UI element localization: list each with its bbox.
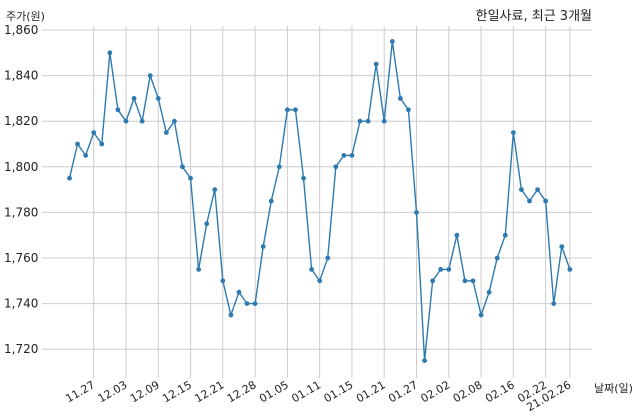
- y-tick-label: 1,720: [4, 342, 38, 356]
- data-point: [155, 96, 161, 101]
- data-point: [196, 267, 202, 272]
- x-tick-label: 12.21: [193, 378, 227, 405]
- data-point: [309, 267, 314, 272]
- data-point: [244, 301, 250, 306]
- y-tick-label: 1,860: [4, 23, 38, 37]
- data-point: [131, 96, 137, 101]
- data-point: [180, 164, 185, 170]
- data-point: [502, 232, 508, 238]
- data-point: [83, 153, 89, 158]
- data-point: [172, 118, 177, 124]
- data-point: [510, 130, 516, 136]
- y-tick-label: 1,760: [4, 251, 38, 265]
- data-point: [486, 289, 492, 295]
- data-point: [147, 73, 153, 78]
- data-point: [446, 267, 452, 272]
- data-point: [422, 358, 427, 363]
- data-point: [567, 267, 573, 272]
- x-tick-label: 01.05: [257, 378, 291, 405]
- y-tick-label: 1,740: [4, 297, 38, 311]
- data-point: [414, 210, 419, 215]
- x-ticks: 11.2712.0312.0912.1512.2112.2801.0501.11…: [63, 378, 573, 414]
- data-point: [293, 107, 298, 113]
- data-point: [454, 232, 460, 238]
- data-point: [268, 198, 274, 204]
- data-point: [397, 96, 403, 101]
- x-tick-label: 12.15: [160, 378, 194, 405]
- data-point: [551, 301, 557, 306]
- data-point: [543, 198, 549, 204]
- data-point: [163, 130, 169, 136]
- x-tick-label: 02.16: [483, 378, 517, 405]
- x-tick-label: 01.21: [354, 378, 388, 405]
- chart-title: 한일사료, 최근 3개월: [476, 9, 592, 24]
- x-axis-label: 날짜(일): [594, 381, 633, 395]
- data-point: [519, 187, 524, 193]
- x-tick-label: 01.15: [322, 378, 356, 405]
- data-point: [333, 164, 339, 170]
- data-point: [212, 187, 218, 193]
- x-tick-label: 02.08: [451, 378, 485, 405]
- data-point: [115, 107, 121, 113]
- x-tick-label: 02.02: [419, 378, 453, 405]
- data-point: [301, 175, 306, 181]
- data-point: [260, 244, 266, 250]
- data-point: [99, 141, 105, 147]
- y-tick-label: 1,820: [4, 114, 38, 128]
- data-point: [462, 278, 468, 284]
- data-point: [188, 175, 193, 181]
- y-tick-label: 1,800: [4, 160, 38, 174]
- data-point: [357, 118, 363, 124]
- data-point: [373, 61, 379, 67]
- x-tick-label: 12.28: [225, 378, 259, 405]
- data-point: [494, 255, 500, 261]
- data-point: [559, 244, 565, 250]
- data-point: [438, 267, 444, 272]
- grid: [42, 26, 592, 378]
- series-layer: [67, 39, 573, 363]
- data-point: [349, 153, 355, 158]
- x-tick-label: 01.11: [289, 378, 323, 405]
- data-point: [75, 141, 80, 147]
- data-point: [220, 278, 226, 284]
- data-point: [139, 118, 145, 124]
- data-point: [236, 289, 242, 295]
- data-point: [284, 107, 290, 113]
- data-point: [317, 278, 323, 284]
- y-axis-label: 주가(원): [6, 10, 45, 23]
- data-point: [535, 187, 540, 193]
- y-tick-label: 1,840: [4, 69, 38, 83]
- data-point: [252, 301, 258, 306]
- x-tick-label: 11.27: [63, 378, 97, 405]
- data-point: [325, 255, 331, 261]
- data-point: [365, 118, 371, 124]
- x-tick-label: 12.03: [96, 378, 130, 405]
- data-point: [276, 164, 282, 170]
- data-point: [91, 130, 97, 136]
- data-point: [67, 175, 72, 181]
- x-tick-label: 01.27: [386, 378, 420, 405]
- data-point: [389, 39, 395, 44]
- data-point: [228, 312, 234, 318]
- data-point: [527, 198, 532, 204]
- y-tick-label: 1,780: [4, 205, 38, 219]
- data-point: [430, 278, 436, 284]
- data-point: [478, 312, 484, 318]
- data-point: [381, 118, 387, 124]
- data-point: [341, 153, 347, 158]
- data-point: [107, 50, 113, 56]
- data-point: [123, 118, 129, 124]
- data-point: [470, 278, 476, 284]
- data-point: [204, 221, 210, 227]
- y-ticks: 1,720 1,740 1,760 1,780 1,800 1,820 1,840 1,860: [4, 23, 38, 356]
- data-point: [406, 107, 411, 113]
- x-tick-label: 12.09: [128, 378, 162, 405]
